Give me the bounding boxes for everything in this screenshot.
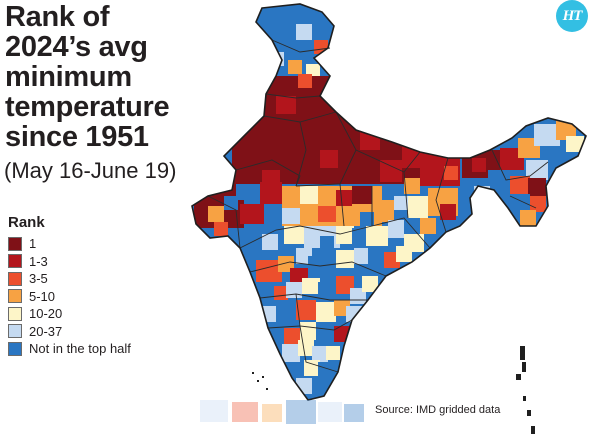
state-boundaries — [207, 39, 549, 373]
title-line: minimum — [5, 61, 132, 93]
ht-logo-icon: HT — [556, 0, 588, 32]
source-note: Source: IMD gridded data — [375, 404, 501, 416]
legend-item: 3-5 — [8, 270, 131, 288]
legend-swatch — [8, 271, 22, 286]
legend-item: 5-10 — [8, 288, 131, 306]
lakshadweep-islands — [252, 372, 268, 390]
rank-legend: Rank 1 1-3 3-5 5-10 10-20 20-37 Not in t… — [8, 214, 131, 358]
legend-item: 20-37 — [8, 323, 131, 341]
legend-label: 5-10 — [29, 288, 56, 304]
legend-label: 3-5 — [29, 271, 48, 287]
legend-item: 1-3 — [8, 253, 131, 271]
legend-swatch — [8, 236, 22, 251]
chart-title: Rank of 2024’s avg minimum temperature s… — [5, 2, 215, 152]
legend-swatch — [8, 306, 22, 321]
title-line: Rank of — [5, 1, 110, 33]
title-line: since 1951 — [5, 121, 149, 153]
legend-swatch — [8, 341, 22, 356]
title-line: temperature — [5, 91, 170, 123]
legend-swatch — [8, 254, 22, 269]
legend-swatch — [8, 289, 22, 304]
legend-item: 10-20 — [8, 305, 131, 323]
legend-item: Not in the top half — [8, 340, 131, 358]
andaman-nicobar-islands — [516, 346, 535, 434]
legend-item: 1 — [8, 235, 131, 253]
legend-swatch — [8, 324, 22, 339]
legend-label: 1 — [29, 236, 37, 252]
legend-title: Rank — [8, 214, 45, 231]
legend-label: 10-20 — [29, 306, 63, 322]
faded-map-strip — [200, 400, 364, 424]
legend-label: 1-3 — [29, 253, 48, 269]
title-line: 2024’s avg — [5, 31, 148, 63]
legend-label: Not in the top half — [29, 341, 131, 357]
date-range-subtitle: (May 16-June 19) — [4, 158, 177, 183]
legend-label: 20-37 — [29, 323, 63, 339]
